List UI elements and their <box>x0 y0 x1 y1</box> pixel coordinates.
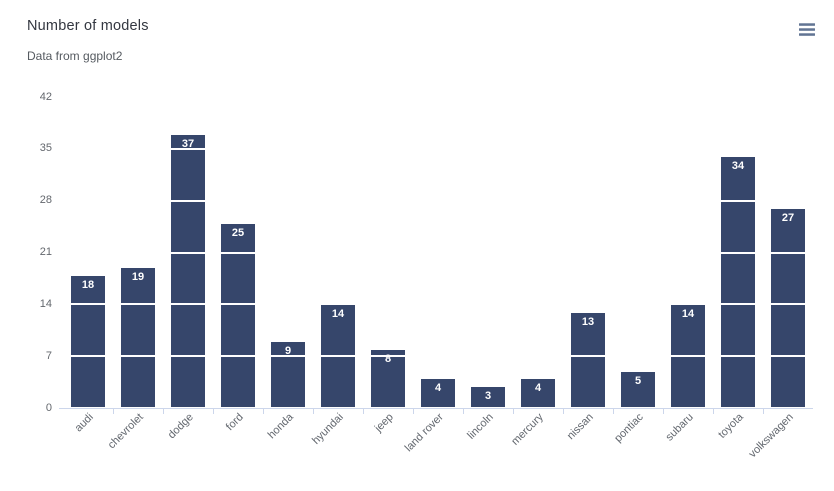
bar-land-rover[interactable]: 4 <box>420 378 456 408</box>
x-axis-tick <box>313 409 314 414</box>
bar-value-label: 4 <box>534 382 542 395</box>
bar-value-label: 14 <box>331 308 345 321</box>
hamburger-menu-icon <box>799 27 815 31</box>
x-axis-tick <box>113 409 114 414</box>
bar-value-label: 27 <box>781 212 795 225</box>
bar-nissan[interactable]: 13 <box>570 311 606 408</box>
bar-value-label: 34 <box>731 160 745 173</box>
x-axis-label: jeep <box>372 411 396 435</box>
bar-toyota[interactable]: 34 <box>720 156 756 408</box>
bar-value-label: 25 <box>231 226 245 239</box>
y-axis-label: 0 <box>45 401 52 414</box>
hamburger-menu-icon <box>799 32 815 36</box>
x-axis-tick <box>763 409 764 414</box>
x-axis-label: lincoln <box>465 411 496 442</box>
bar-value-label: 37 <box>181 138 195 151</box>
chart-title: Number of models <box>27 18 149 34</box>
bar-volkswagen[interactable]: 27 <box>770 208 806 408</box>
bar-value-label: 18 <box>81 278 95 291</box>
x-axis-tick <box>413 409 414 414</box>
x-axis-label: hyundai <box>310 411 346 447</box>
bar-value-label: 14 <box>681 308 695 321</box>
bar-chevrolet[interactable]: 19 <box>120 267 156 408</box>
x-axis-tick <box>663 409 664 414</box>
y-gridline <box>63 147 813 150</box>
chart-context-menu-button[interactable] <box>798 20 816 38</box>
bar-value-label: 5 <box>634 374 642 387</box>
y-axis-label: 42 <box>39 90 52 103</box>
x-axis-tick <box>513 409 514 414</box>
bar-ford[interactable]: 25 <box>220 222 256 408</box>
bar-value-label: 8 <box>384 352 392 365</box>
bar-lincoln[interactable]: 3 <box>470 385 506 408</box>
x-axis-tick <box>563 409 564 414</box>
x-axis-label: chevrolet <box>105 411 146 452</box>
x-axis-label: pontiac <box>612 411 646 445</box>
bar-jeep[interactable]: 8 <box>370 348 406 408</box>
bar-audi[interactable]: 18 <box>70 274 106 408</box>
x-axis-label: toyota <box>716 411 746 441</box>
bar-pontiac[interactable]: 5 <box>620 370 656 408</box>
x-axis-tick <box>463 409 464 414</box>
x-axis-label: nissan <box>564 411 596 443</box>
y-gridline <box>63 96 813 98</box>
x-axis-label: volkswagen <box>746 411 796 461</box>
y-gridline <box>63 355 813 358</box>
x-axis-label: dodge <box>165 411 196 442</box>
x-axis-tick <box>613 409 614 414</box>
bar-value-label: 13 <box>581 315 595 328</box>
x-axis-label: honda <box>265 411 296 442</box>
x-axis-label: land rover <box>402 411 446 455</box>
y-axis-label: 21 <box>39 246 52 258</box>
bar-honda[interactable]: 9 <box>270 341 306 408</box>
x-axis-line <box>59 408 813 409</box>
bar-value-label: 3 <box>484 389 492 402</box>
x-axis-tick <box>263 409 264 414</box>
y-gridline <box>63 251 813 254</box>
y-gridline <box>63 199 813 202</box>
x-axis-tick <box>163 409 164 414</box>
x-axis-tick <box>363 409 364 414</box>
chart-subtitle: Data from ggplot2 <box>27 49 123 63</box>
bar-value-label: 19 <box>131 271 145 284</box>
bar-value-label: 9 <box>284 345 292 358</box>
x-axis-label: audi <box>72 411 96 435</box>
y-gridline <box>63 303 813 306</box>
x-axis-tick <box>213 409 214 414</box>
bar-value-label: 4 <box>434 382 442 395</box>
y-axis-label: 7 <box>45 349 52 362</box>
hamburger-menu-icon <box>799 22 815 26</box>
bar-mercury[interactable]: 4 <box>520 378 556 408</box>
y-axis-label: 35 <box>39 142 52 155</box>
x-axis-label: ford <box>223 411 246 434</box>
x-axis-label: subaru <box>663 411 696 444</box>
bar-dodge[interactable]: 37 <box>170 134 206 408</box>
x-axis-tick <box>713 409 714 414</box>
x-axis-label: mercury <box>509 411 546 448</box>
y-axis-label: 14 <box>39 297 52 310</box>
y-axis-label: 28 <box>39 194 52 207</box>
